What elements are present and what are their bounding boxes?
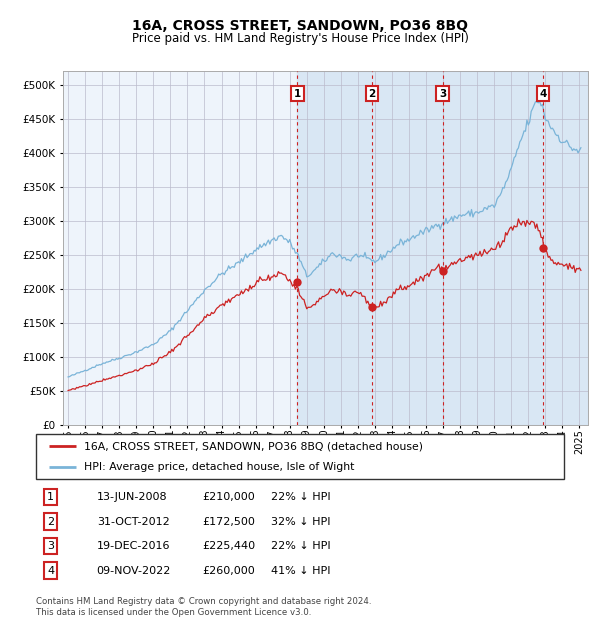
- Text: 16A, CROSS STREET, SANDOWN, PO36 8BQ: 16A, CROSS STREET, SANDOWN, PO36 8BQ: [132, 19, 468, 33]
- Text: 3: 3: [439, 89, 446, 99]
- Text: Contains HM Land Registry data © Crown copyright and database right 2024.
This d: Contains HM Land Registry data © Crown c…: [36, 598, 371, 617]
- Text: 2: 2: [368, 89, 376, 99]
- Text: Price paid vs. HM Land Registry's House Price Index (HPI): Price paid vs. HM Land Registry's House …: [131, 32, 469, 45]
- Text: 2: 2: [47, 516, 55, 526]
- Text: 09-NOV-2022: 09-NOV-2022: [97, 565, 171, 575]
- Text: 22% ↓ HPI: 22% ↓ HPI: [271, 492, 331, 502]
- Text: 22% ↓ HPI: 22% ↓ HPI: [271, 541, 331, 551]
- Text: 4: 4: [47, 565, 55, 575]
- Text: £210,000: £210,000: [202, 492, 255, 502]
- Text: 4: 4: [539, 89, 547, 99]
- Text: 16A, CROSS STREET, SANDOWN, PO36 8BQ (detached house): 16A, CROSS STREET, SANDOWN, PO36 8BQ (de…: [83, 441, 422, 451]
- Text: 13-JUN-2008: 13-JUN-2008: [97, 492, 167, 502]
- Text: 31-OCT-2012: 31-OCT-2012: [97, 516, 169, 526]
- Text: £225,440: £225,440: [202, 541, 255, 551]
- Bar: [298, 71, 588, 425]
- Text: 1: 1: [294, 89, 301, 99]
- Text: HPI: Average price, detached house, Isle of Wight: HPI: Average price, detached house, Isle…: [83, 462, 354, 472]
- Text: 19-DEC-2016: 19-DEC-2016: [97, 541, 170, 551]
- Text: £172,500: £172,500: [202, 516, 255, 526]
- Text: 1: 1: [47, 492, 54, 502]
- Text: 3: 3: [47, 541, 54, 551]
- Text: 32% ↓ HPI: 32% ↓ HPI: [271, 516, 331, 526]
- Text: £260,000: £260,000: [202, 565, 255, 575]
- Text: 41% ↓ HPI: 41% ↓ HPI: [271, 565, 331, 575]
